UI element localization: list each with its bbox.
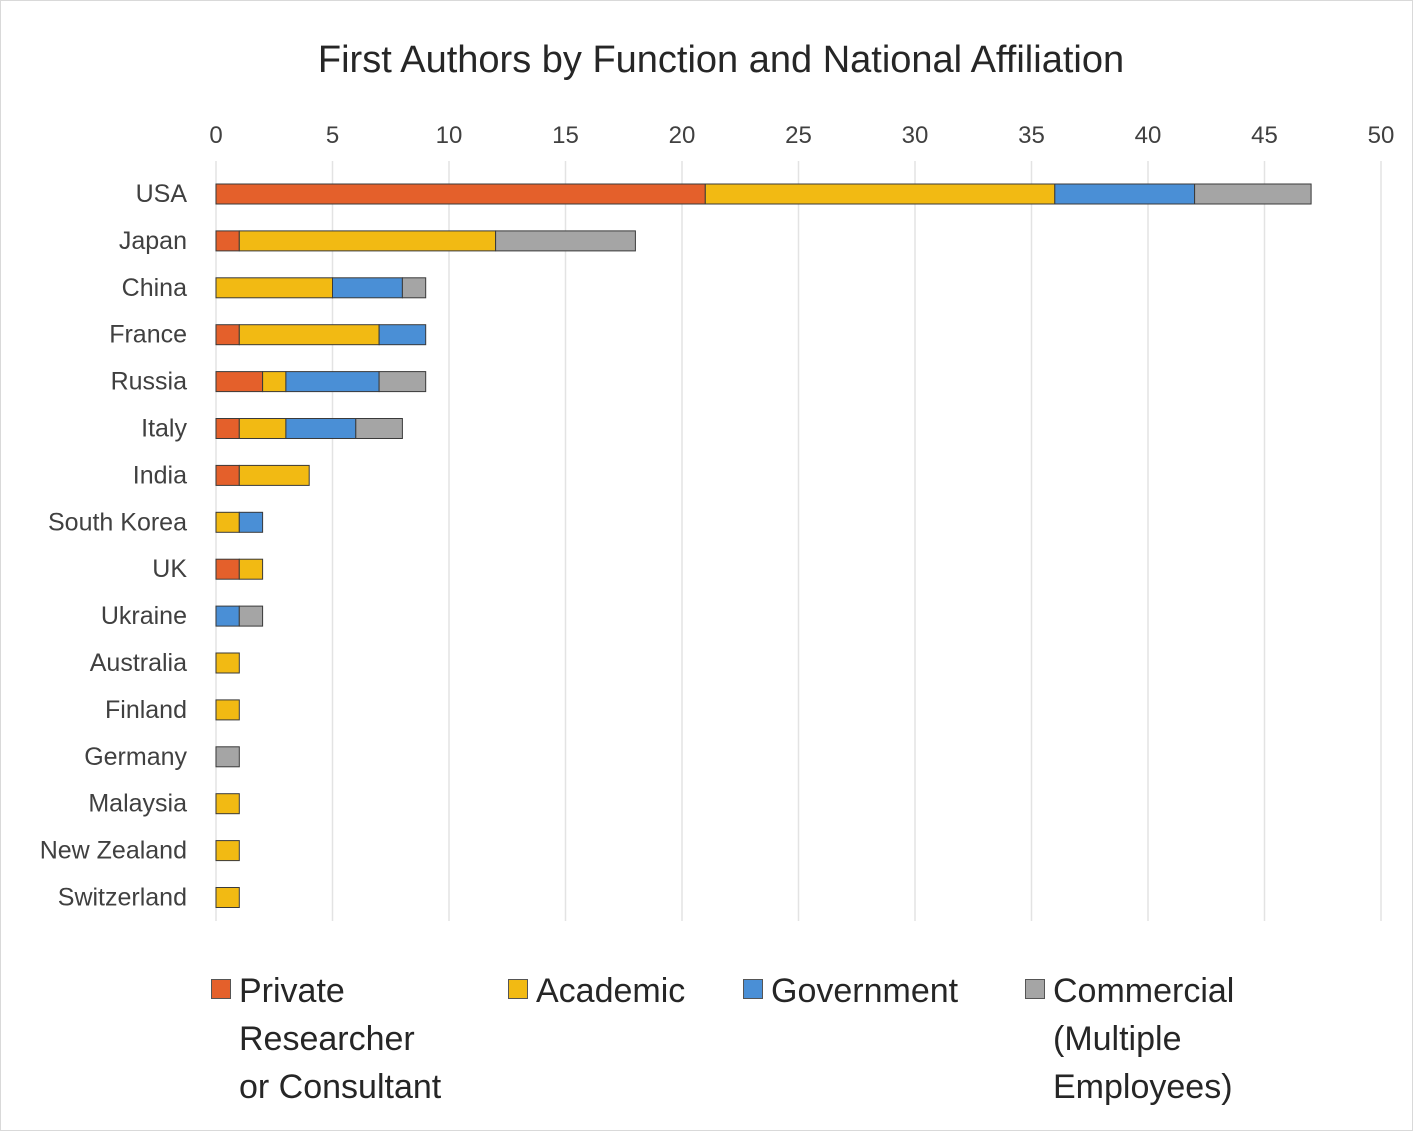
legend-swatch-commercial <box>1025 979 1045 999</box>
bar-segment <box>215 277 333 299</box>
bar-segment <box>215 371 264 393</box>
legend-item-government: Government <box>743 967 958 1015</box>
x-tick-label: 10 <box>436 122 463 149</box>
x-tick-label: 40 <box>1135 122 1162 149</box>
x-tick-label: 50 <box>1368 122 1395 149</box>
category-label: Malaysia <box>88 790 187 818</box>
category-label: Ukraine <box>101 602 187 630</box>
category-label: New Zealand <box>40 837 187 865</box>
legend-item-commercial: Commercial (Multiple Employees) <box>1025 967 1234 1111</box>
bar-segment <box>238 511 264 533</box>
category-label: Russia <box>111 368 188 396</box>
legend-swatch-academic <box>508 979 528 999</box>
bar-segment <box>215 652 240 674</box>
bar-segment <box>285 418 357 439</box>
category-label: USA <box>136 180 188 208</box>
category-label: South Korea <box>48 508 187 536</box>
bar-segment <box>1194 183 1312 205</box>
bar-segment <box>238 605 264 627</box>
bar-segment <box>215 699 240 721</box>
category-label: Australia <box>90 649 187 677</box>
x-tick-label: 20 <box>669 122 696 149</box>
category-label: India <box>133 461 187 489</box>
x-tick-label: 15 <box>552 122 579 149</box>
legend-swatch-government <box>743 979 763 999</box>
bar-segment <box>215 324 240 346</box>
bar-segment <box>215 793 240 815</box>
legend-label-academic: Academic <box>536 972 686 1010</box>
chart-plot-area: 0 5 10 15 20 25 30 35 40 45 50 USA Japan China France R… <box>40 122 1395 921</box>
chart-title: First Authors by Function and National A… <box>317 39 1125 81</box>
x-tick-label: 25 <box>785 122 812 149</box>
bar-segment <box>401 277 427 299</box>
bar-segment <box>495 230 636 252</box>
bar-segment <box>215 887 240 908</box>
x-tick-label: 0 <box>209 122 222 149</box>
bar-segment <box>215 183 706 205</box>
category-label: Germany <box>84 743 187 771</box>
bar-segment <box>215 230 240 252</box>
legend-item-private: Private Researcher or Consultant <box>211 967 441 1111</box>
legend-label-government: Government <box>771 972 959 1010</box>
legend-swatch-private <box>211 979 231 999</box>
bar-segment <box>238 418 287 439</box>
bar-segment <box>704 183 1056 205</box>
bar-segment <box>215 746 240 768</box>
chart-legend: Private Researcher or Consultant Academi… <box>1 967 1413 1117</box>
category-label: Japan <box>119 227 187 255</box>
category-label: France <box>109 321 187 349</box>
category-label: UK <box>152 555 187 583</box>
x-tick-label: 30 <box>902 122 929 149</box>
x-tick-label: 5 <box>326 122 339 149</box>
bar-segment <box>355 418 403 439</box>
bar-segment <box>215 605 240 627</box>
bar-segment <box>215 511 240 533</box>
category-label: Italy <box>141 415 187 443</box>
bar-segment <box>378 371 427 393</box>
bar-segment <box>238 464 310 486</box>
bar-segment <box>378 324 427 346</box>
bar-segment <box>332 277 403 299</box>
category-label: Finland <box>105 696 187 724</box>
bar-segment <box>238 230 497 252</box>
bar-segment <box>262 371 287 393</box>
x-tick-label: 35 <box>1018 122 1045 149</box>
legend-label-commercial: Commercial (Multiple Employees) <box>1053 972 1235 1106</box>
bar-segment <box>215 840 240 862</box>
category-label: China <box>122 274 187 302</box>
bar-segment <box>215 558 240 580</box>
bar-segment <box>238 324 380 346</box>
legend-label-private: Private Researcher or Consultant <box>239 972 442 1106</box>
category-label: Switzerland <box>58 884 187 912</box>
bar-segment <box>238 558 264 580</box>
bar-segment <box>1054 183 1196 205</box>
legend-item-academic: Academic <box>508 967 685 1015</box>
bar-segment <box>215 464 240 486</box>
bar-segment <box>215 418 240 439</box>
bar-segment <box>285 371 380 393</box>
x-tick-label: 45 <box>1251 122 1278 149</box>
